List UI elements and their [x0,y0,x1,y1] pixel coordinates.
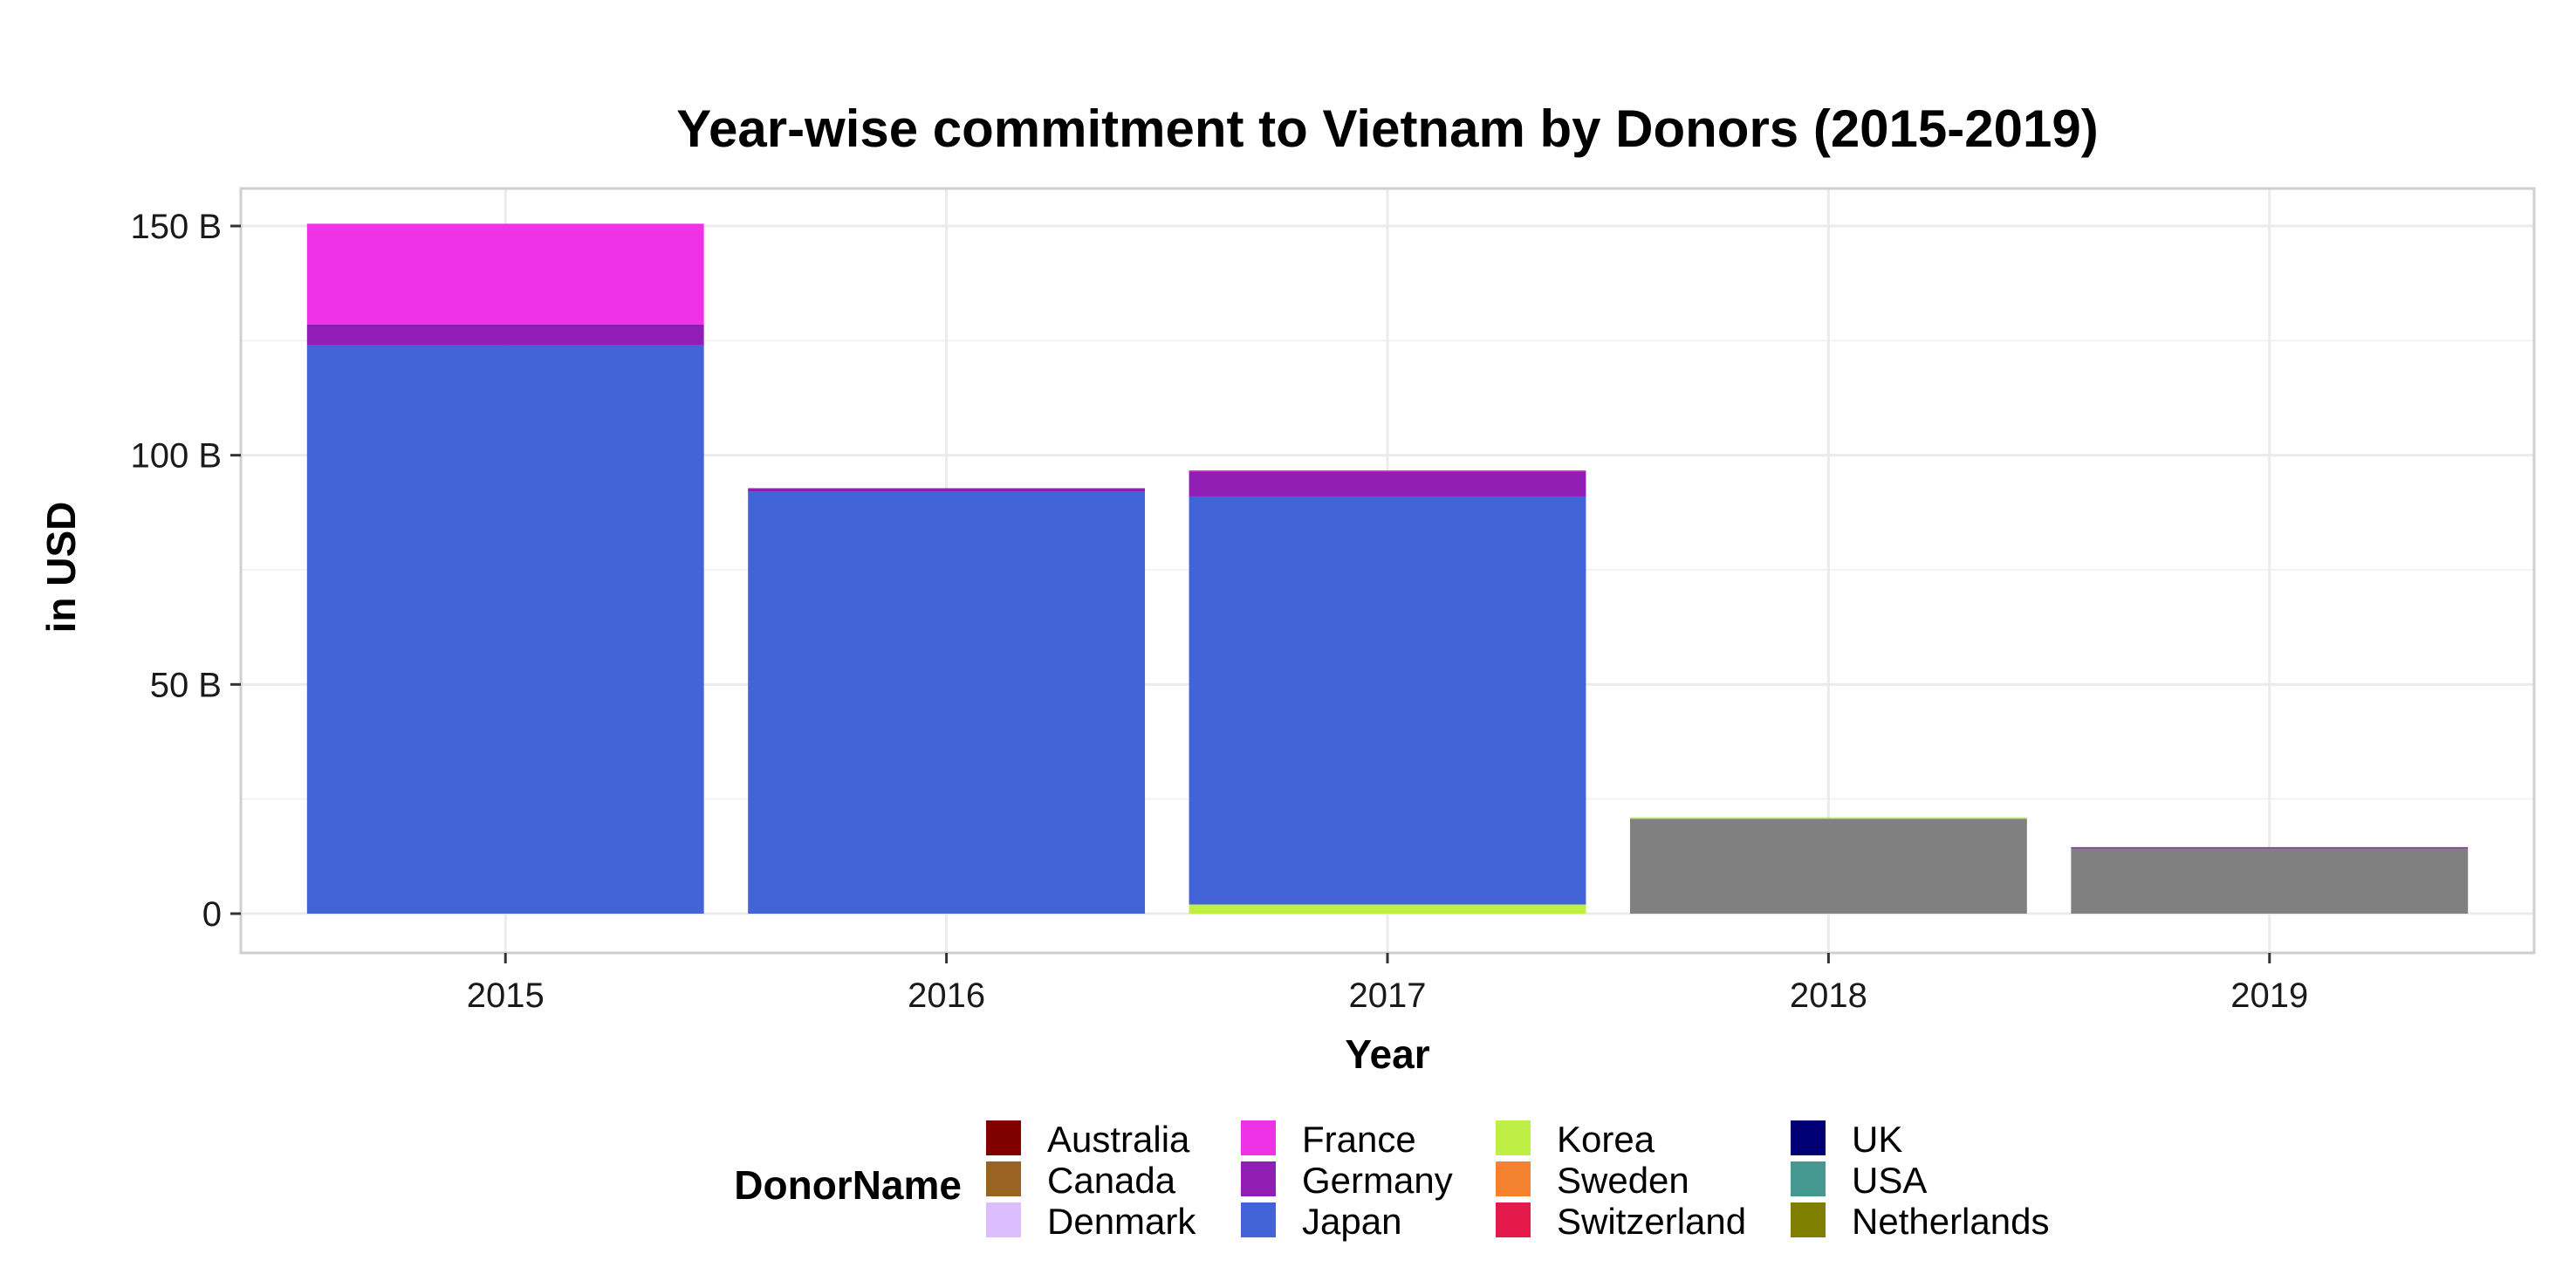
x-axis: 2015 2016 2017 2018 2019 [467,953,2308,1015]
legend-label-germany: Germany [1302,1160,1453,1201]
y-axis-title: in USD [38,502,84,634]
bar-2015-japan [306,345,704,914]
x-tick-label: 2019 [2230,976,2308,1015]
legend-key-denmark [986,1202,1021,1237]
bar-2018-other [1629,819,2027,914]
legend-label-uk: UK [1852,1119,1902,1160]
bar-2015-germany [306,324,704,346]
legend-key-switzerland [1496,1202,1531,1237]
x-tick-label: 2015 [467,976,545,1015]
legend-label-netherlands: Netherlands [1852,1201,2049,1242]
bar-2017-france [1189,470,1586,472]
legend-key-netherlands [1791,1202,1826,1237]
x-tick-label: 2017 [1349,976,1427,1015]
legend-key-uk [1791,1120,1826,1155]
legend-label-japan: Japan [1302,1201,1401,1242]
legend-key-canada [986,1161,1021,1196]
legend-key-sweden [1496,1161,1531,1196]
legend-label-usa: USA [1852,1160,1927,1201]
legend-title: DonorName [734,1162,962,1208]
bar-2018-korea [1629,817,2027,819]
legend-key-australia [986,1120,1021,1155]
bar-2016-japan [748,491,1146,914]
x-axis-title: Year [1345,1031,1429,1077]
legend-key-germany [1241,1161,1276,1196]
bar-2019-other [2071,848,2469,914]
legend-label-australia: Australia [1047,1119,1190,1160]
legend-label-canada: Canada [1047,1160,1176,1201]
bar-2017-japan [1189,496,1586,905]
bars [306,223,2469,914]
legend-label-sweden: Sweden [1557,1160,1689,1201]
y-tick-label: 150 B [130,208,222,246]
bar-2016-germany [748,488,1146,492]
legend-key-korea [1496,1120,1531,1155]
y-tick-label: 100 B [130,437,222,476]
bar-2017-germany [1189,471,1586,497]
y-tick-label: 0 [202,895,222,934]
legend-key-japan [1241,1202,1276,1237]
x-tick-label: 2018 [1790,976,1867,1015]
bar-2019-germany [2071,846,2469,849]
y-tick-label: 50 B [150,666,222,704]
legend-label-switzerland: Switzerland [1557,1201,1746,1242]
y-axis: 0 50 B 100 B 150 B [130,208,241,934]
legend-label-korea: Korea [1557,1119,1655,1160]
bar-2015-france [306,223,704,325]
x-tick-label: 2016 [908,976,985,1015]
legend-label-denmark: Denmark [1047,1201,1196,1242]
legend-label-france: France [1302,1119,1416,1160]
legend-key-france [1241,1120,1276,1155]
bar-2017-korea [1189,904,1586,914]
legend-key-usa [1791,1161,1826,1196]
chart-title: Year-wise commitment to Vietnam by Donor… [676,99,2098,158]
